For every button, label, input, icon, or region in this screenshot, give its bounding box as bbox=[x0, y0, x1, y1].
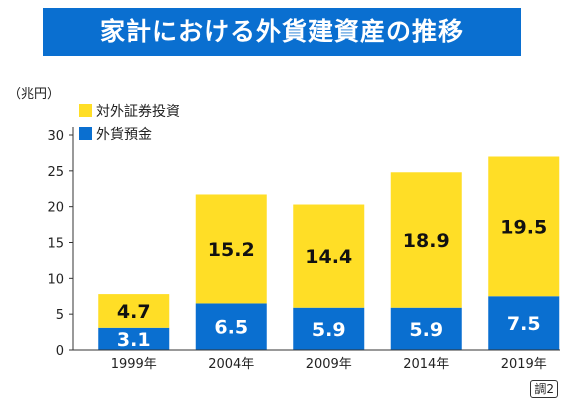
y-axis-unit-label: （兆円） bbox=[8, 87, 60, 102]
bar-segment-foreign-securities bbox=[293, 204, 365, 308]
x-category-label: 1999年 bbox=[111, 357, 157, 372]
data-label-foreign-securities: 18.9 bbox=[403, 230, 450, 252]
bar-segment-foreign-securities bbox=[390, 172, 462, 308]
bar-segment-foreign-securities bbox=[488, 156, 560, 297]
legend-label: 対外証券投資 bbox=[96, 104, 180, 120]
data-label-foreign-deposits: 6.5 bbox=[214, 317, 248, 339]
data-label-foreign-deposits: 5.9 bbox=[312, 319, 346, 341]
y-tick-label: 15 bbox=[47, 237, 64, 252]
data-label-foreign-deposits: 5.9 bbox=[409, 319, 443, 341]
bar-segment-foreign-deposits bbox=[195, 303, 267, 350]
y-tick-label: 20 bbox=[47, 201, 64, 216]
legend-swatch bbox=[79, 127, 92, 140]
bar-segment-foreign-deposits bbox=[98, 327, 170, 350]
chart-title: 家計における外貨建資産の推移 bbox=[43, 8, 521, 56]
x-category-label: 2014年 bbox=[403, 357, 449, 372]
bar-segment-foreign-securities bbox=[98, 294, 170, 328]
y-tick-label: 30 bbox=[47, 129, 64, 144]
x-category-label: 2009年 bbox=[306, 357, 352, 372]
y-tick-label: 10 bbox=[47, 272, 64, 287]
bar-segment-foreign-deposits bbox=[488, 296, 560, 350]
legend-label: 外貨預金 bbox=[96, 126, 152, 143]
data-label-foreign-securities: 14.4 bbox=[305, 246, 352, 268]
x-category-label: 2019年 bbox=[501, 357, 547, 372]
data-label-foreign-securities: 15.2 bbox=[208, 239, 255, 261]
y-tick-label: 0 bbox=[56, 344, 64, 359]
data-label-foreign-deposits: 3.1 bbox=[117, 329, 151, 351]
legend-swatch bbox=[79, 104, 92, 117]
bar-segment-foreign-deposits bbox=[390, 307, 462, 350]
data-label-foreign-securities: 19.5 bbox=[500, 216, 547, 238]
y-tick-label: 5 bbox=[56, 308, 64, 323]
data-label-foreign-deposits: 7.5 bbox=[507, 313, 541, 335]
y-tick-label: 25 bbox=[47, 165, 64, 180]
bars-group: 3.1 4.7 6.5 15.2 5.9 14.4 5.9 18.9 7.5 19.5 bbox=[98, 156, 560, 351]
source-note: 調2 bbox=[530, 380, 558, 398]
bar-segment-foreign-deposits bbox=[293, 307, 365, 350]
x-category-label: 2004年 bbox=[208, 357, 254, 372]
y-axis: 0 5 10 15 20 25 30 bbox=[47, 127, 74, 359]
data-label-foreign-securities: 4.7 bbox=[117, 301, 151, 323]
x-axis: 1999年 2004年 2009年 2014年 2019年 bbox=[73, 349, 560, 372]
bar-segment-foreign-securities bbox=[195, 194, 267, 304]
